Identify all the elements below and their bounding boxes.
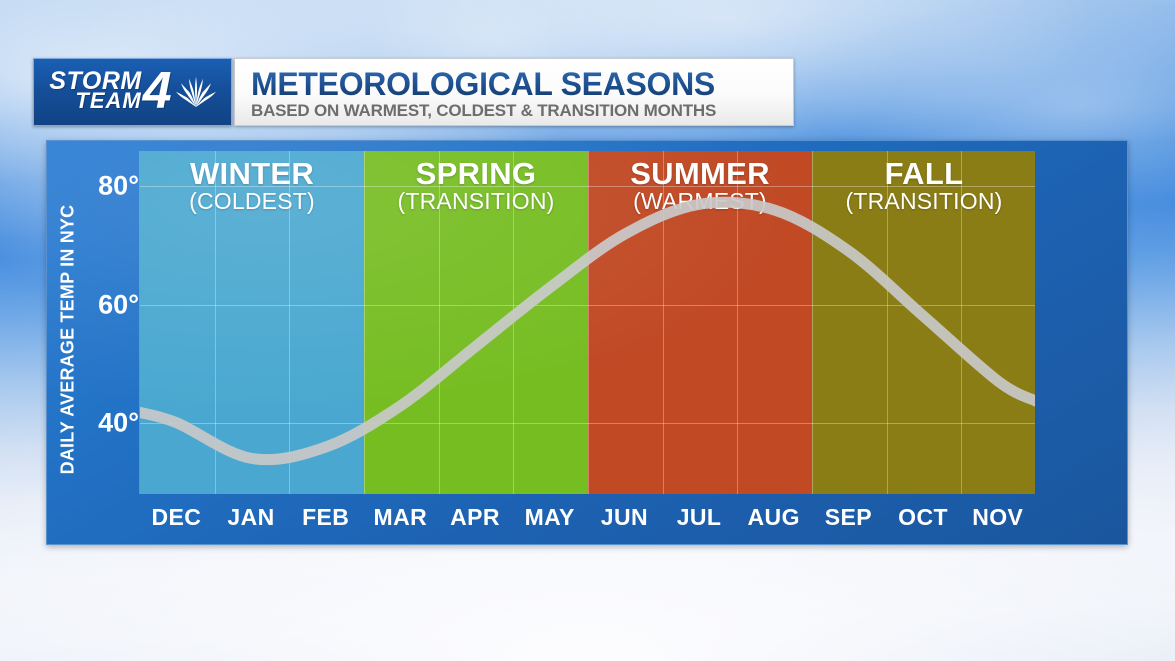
vertical-gridline [215,151,216,494]
month-label-sep: SEP [824,504,872,530]
vertical-gridline [812,151,813,494]
month-label-jan: JAN [227,504,275,530]
vertical-gridline [439,151,440,494]
vertical-gridline [289,151,290,494]
horizontal-gridline [140,186,1035,187]
horizontal-gridline [140,305,1035,306]
graphic-header: STORM TEAM 4 METEOROLOGICAL SEASONS BASE… [33,58,794,126]
vertical-gridline [887,151,888,494]
temperature-curve [140,196,1035,466]
month-label-jun: JUN [600,504,648,530]
page-title: METEOROLOGICAL SEASONS [251,68,793,100]
vertical-gridline [961,151,962,494]
month-label-jul: JUL [676,504,722,530]
vertical-gridline [364,151,365,494]
x-axis-month-labels: DEC JAN FEB MAR APR MAY JUN JUL AUG SEP OCT NOV [139,496,1035,538]
plot-area: FALL (TRANSITION) SUMMER (WARMEST) SPRING (TR… [139,151,1035,494]
y-axis-ticks: 40° 60° 80° [51,141,139,544]
vertical-gridline [663,151,664,494]
storm-team-4-logo: STORM TEAM 4 [33,58,232,126]
logo-channel-number: 4 [142,61,172,120]
title-banner: METEOROLOGICAL SEASONS BASED ON WARMEST,… [234,58,794,126]
chart-panel: DAILY AVERAGE TEMP IN NYC 40° 60° 80° FALL… [46,140,1128,545]
logo-storm-text: STORM [49,66,142,95]
month-label-mar: MAR [373,504,428,530]
month-label-oct: OCT [898,504,948,530]
month-label-dec: DEC [151,504,202,530]
page-subtitle: BASED ON WARMEST, COLDEST & TRANSITION M… [251,100,717,120]
y-axis-tick-label: 80° [98,170,139,201]
logo-team-text: TEAM [75,88,142,114]
vertical-gridline [588,151,589,494]
horizontal-gridline [140,423,1035,424]
month-label-nov: NOV [972,504,1024,530]
y-axis-tick-label: 60° [98,289,139,320]
month-label-may: MAY [524,504,575,530]
month-label-feb: FEB [302,504,350,530]
month-label-apr: APR [450,504,500,530]
y-axis-tick-label: 40° [98,407,139,438]
vertical-gridline [737,151,738,494]
nbc-peacock-icon [175,77,216,107]
month-label-aug: AUG [747,504,800,530]
